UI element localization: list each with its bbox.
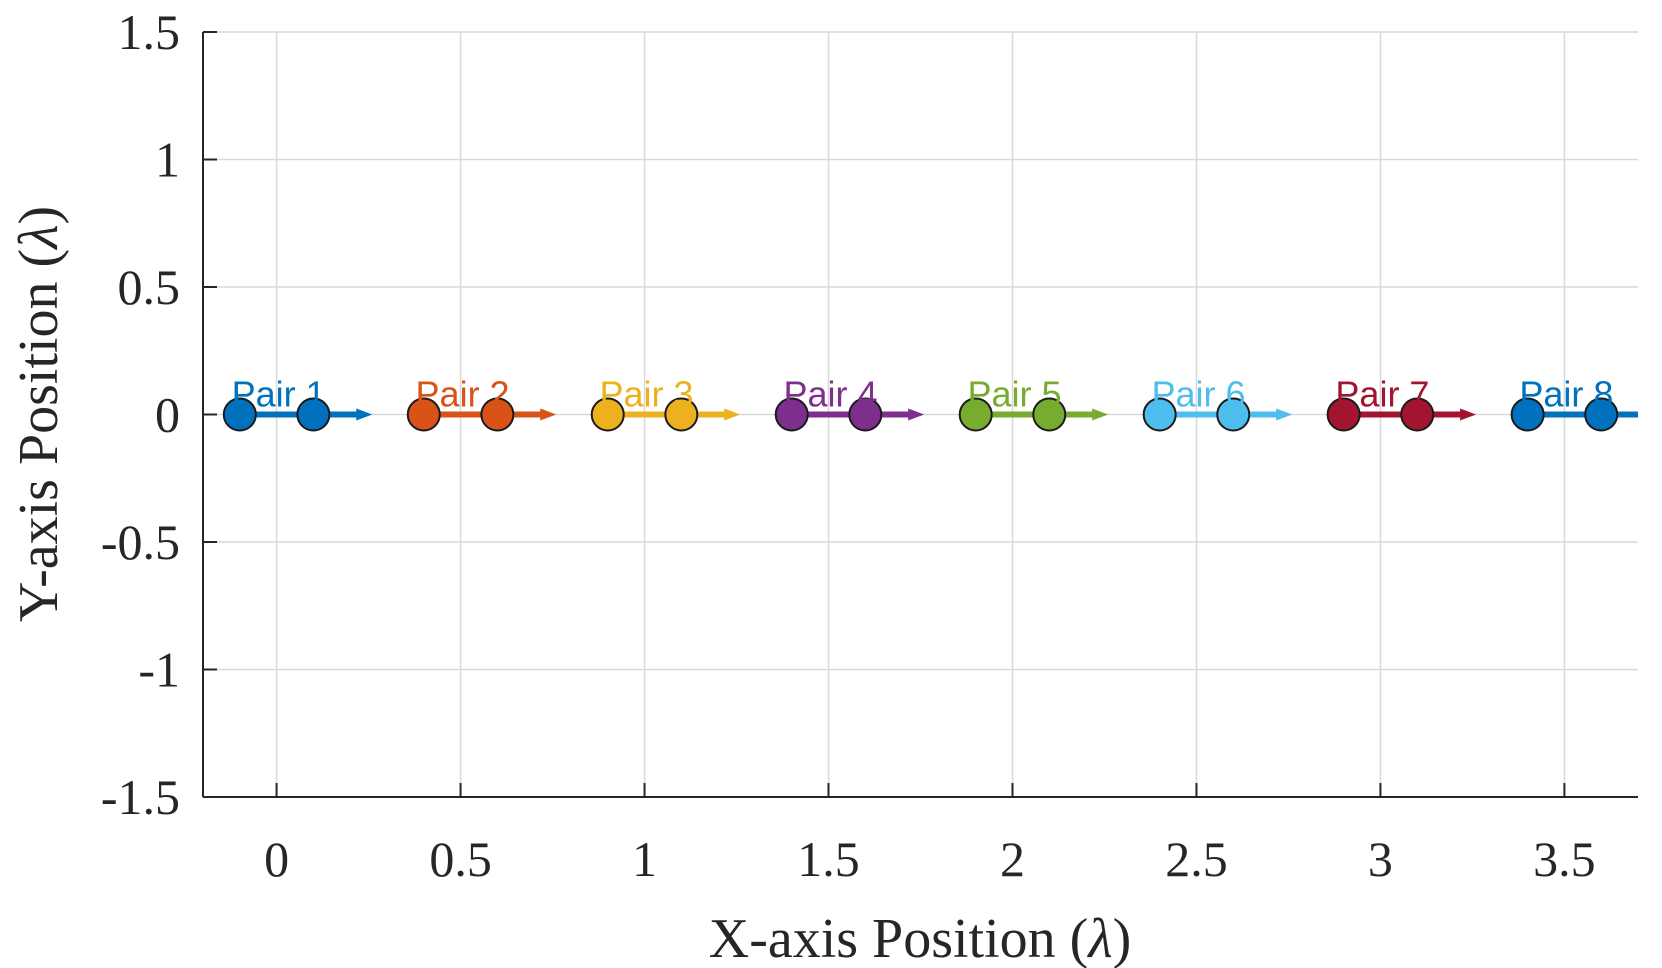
x-tick-label: 2	[1000, 831, 1025, 887]
pair-arrow-head	[540, 408, 557, 421]
pair-point	[1032, 397, 1067, 432]
pair-point	[1326, 397, 1361, 432]
pair-point	[774, 397, 809, 432]
pair-arrow-head	[1276, 408, 1293, 421]
pair-point	[1510, 397, 1545, 432]
pair-label: Pair 5	[967, 374, 1061, 415]
pair-point	[406, 397, 441, 432]
pair-point	[1584, 397, 1619, 432]
pair-arrow-head	[1644, 409, 1660, 421]
x-tick-label: 0	[264, 831, 289, 887]
pair-point	[1216, 397, 1251, 432]
axes	[202, 31, 1638, 798]
pair-3-group	[590, 397, 741, 432]
pair-8-group	[1510, 397, 1660, 432]
y-axis-title: Y-axis Position (λ)	[8, 206, 70, 622]
pair-labels: Pair 1 Pair 2 Pair 3 Pair 4 Pair 5 Pair 6 Pair…	[232, 374, 1614, 415]
pair-label: Pair 3	[600, 374, 694, 415]
pair-4-group	[774, 397, 925, 432]
x-tick-label: 1.5	[797, 831, 860, 887]
pair-series	[222, 397, 1660, 432]
pair-label: Pair 8	[1519, 374, 1613, 415]
y-tick-label: 1	[155, 132, 180, 188]
y-tick-label: 1.5	[118, 4, 181, 60]
x-tick-labels: 0 0.5 1 1.5 2 2.5 3 3.5	[264, 831, 1596, 887]
pair-point	[296, 397, 331, 432]
y-tick-label: 0	[155, 387, 180, 443]
y-tick-label: -1.5	[101, 769, 180, 825]
pair-arrow-head	[1460, 408, 1477, 421]
y-tick-label: 0.5	[118, 259, 181, 315]
pair-5-group	[958, 397, 1109, 432]
pair-point	[1400, 397, 1435, 432]
pair-point	[848, 397, 883, 432]
pair-label: Pair 7	[1335, 374, 1429, 415]
pair-2-group	[406, 397, 557, 432]
y-tick-label: -0.5	[101, 514, 180, 570]
x-tick-label: 3.5	[1533, 831, 1596, 887]
pair-point	[664, 397, 699, 432]
pair-label: Pair 6	[1151, 374, 1245, 415]
x-tick-label: 1	[632, 831, 657, 887]
x-tick-label: 2.5	[1165, 831, 1228, 887]
pair-1-group	[222, 397, 373, 432]
pair-label: Pair 4	[783, 374, 877, 415]
pair-point	[1142, 397, 1177, 432]
pair-arrow-head	[908, 408, 925, 421]
y-tick-label: -1	[138, 642, 180, 698]
pair-point	[590, 397, 625, 432]
pair-arrow-head	[724, 408, 741, 421]
x-tick-label: 3	[1368, 831, 1393, 887]
pair-7-group	[1326, 397, 1477, 432]
pair-label: Pair 2	[416, 374, 510, 415]
pair-arrow-head	[1092, 408, 1109, 421]
pair-point	[222, 397, 257, 432]
y-tick-labels: 1.5 1 0.5 0 -0.5 -1 -1.5	[101, 4, 180, 825]
pair-6-group	[1142, 397, 1293, 432]
x-axis-title: X-axis Position (λ)	[709, 908, 1131, 968]
x-tick-label: 0.5	[429, 831, 492, 887]
pair-label: Pair 1	[232, 374, 326, 415]
pair-point	[480, 397, 515, 432]
pair-point	[958, 397, 993, 432]
pair-arrow-head	[356, 408, 373, 421]
